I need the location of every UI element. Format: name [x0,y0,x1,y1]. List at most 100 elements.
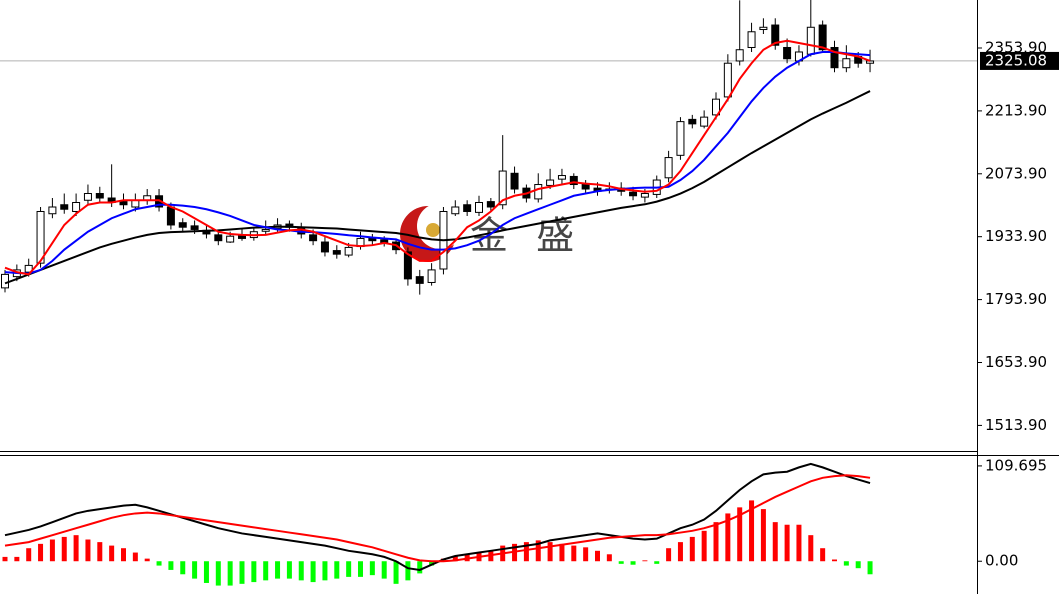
candle-body [83,193,92,201]
candle-body [640,193,649,198]
histogram-bar [38,543,44,562]
candle-body [759,26,768,31]
histogram-bar [606,554,612,562]
histogram-bar [215,561,221,586]
candle-body [60,204,69,210]
candle-body [546,179,555,186]
candle-body [427,269,436,283]
candle-body [344,246,353,256]
histogram-bar [523,542,529,562]
histogram-bar [26,548,32,562]
candle-body [131,199,140,208]
y-tick-label: 2213.90 [985,101,1047,119]
candle-body [463,204,472,212]
histogram-bar [192,561,198,579]
histogram-bar [286,561,292,579]
candle-body [451,206,460,215]
histogram-bar [832,559,837,562]
histogram-bar [263,561,269,581]
histogram-bar [203,561,209,583]
histogram-bar [701,530,707,562]
candle-body [712,98,720,116]
candle-body [735,49,744,62]
last-price-label: 2325.08 [985,51,1047,69]
moving-average [4,90,871,285]
candle-body [48,206,57,215]
y-tick-label: 0.00 [985,552,1018,570]
candle-body [36,210,45,264]
y-tick-label: 2073.90 [985,164,1047,182]
histogram-bar [749,500,755,562]
histogram-bar [843,561,849,566]
histogram-bar [642,560,648,562]
candle-body [166,206,175,226]
candle-body [830,46,839,69]
histogram-bar [808,535,814,562]
histogram-bar [559,543,565,562]
candle-body [226,235,235,243]
histogram-bar [358,561,363,577]
histogram-bar [677,542,683,562]
candle-body [332,250,341,255]
y-tick-label: 1513.90 [985,416,1047,434]
histogram-bar [689,536,695,562]
histogram-bar [310,561,316,583]
candle-body [190,225,199,230]
candle-body [1,273,9,289]
candle-body [510,172,519,190]
histogram-bar [180,561,186,575]
histogram-bar [630,561,636,565]
histogram-bar [654,561,660,564]
histogram-bar [132,552,138,562]
histogram-bar [97,542,103,562]
candle-body [320,241,329,253]
histogram-bar [405,561,411,581]
histogram-bar [393,561,399,584]
histogram-bar [239,561,245,584]
histogram-bar [595,550,600,562]
candle-body [771,24,780,46]
histogram-bar [855,561,861,569]
candle-body [178,222,187,228]
candle-body [498,170,507,206]
candle-body [261,228,270,232]
histogram-bar [298,561,304,581]
candle-body [24,264,33,273]
histogram-bar [369,561,375,576]
histogram-bar [737,507,743,562]
candle-body [486,201,495,208]
y-tick-label: 1793.90 [985,290,1047,308]
histogram-bar [144,558,150,562]
candle-body [475,202,483,213]
histogram-bar [381,561,387,579]
histogram-bar [666,548,672,562]
moving-average [4,50,871,275]
histogram-bar [429,561,435,566]
candle-body [309,234,318,242]
candle-body [783,46,792,60]
candle-body [676,121,685,156]
last-price-box [980,51,1059,70]
histogram-bar [14,556,20,562]
histogram-bar [61,536,67,562]
histogram-bar [251,561,257,583]
candle-body [403,251,412,280]
logo-dot [426,223,440,237]
histogram-bar [535,540,541,562]
histogram-bar [2,556,8,562]
histogram-bar [571,545,577,562]
histogram-bar [346,561,352,577]
candle-body [806,26,815,55]
histogram-bar [156,561,162,566]
candle-body [72,202,81,212]
candle-body [664,157,673,179]
candle-body [119,201,128,206]
histogram-bar [547,542,553,562]
y-tick-label: 1933.90 [985,227,1047,245]
candle-body [214,234,223,242]
histogram-bar [168,561,174,570]
histogram-bar [713,522,719,562]
histogram-bar [227,561,233,586]
